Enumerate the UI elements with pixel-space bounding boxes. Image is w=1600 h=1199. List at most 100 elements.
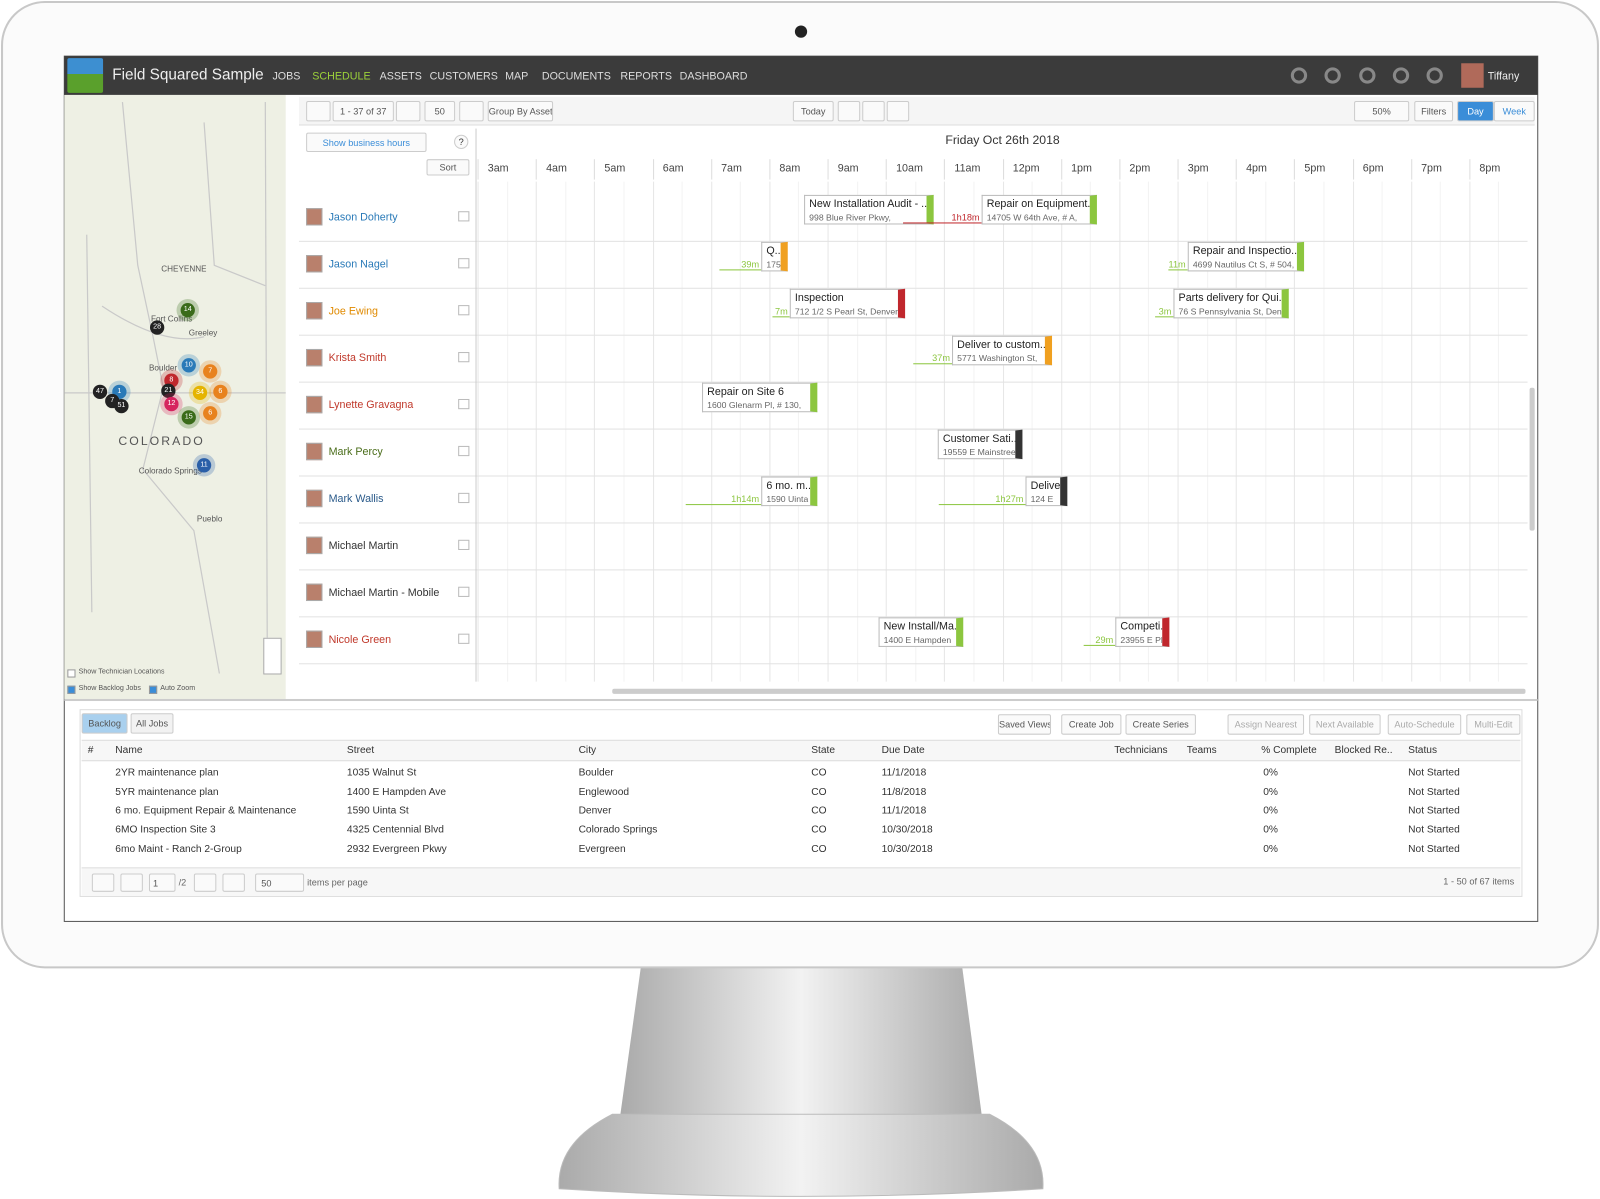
hour-label: 3am [477, 159, 536, 180]
filters[interactable]: Filters [1414, 101, 1454, 122]
job-address: 76 S Pennsylvania St, Den [1178, 306, 1282, 317]
half-line [915, 181, 917, 682]
page-input[interactable]: 1 [148, 873, 176, 892]
cell: Not Started [1408, 805, 1460, 817]
travel-time: 39m [741, 259, 760, 270]
zoom[interactable]: 50% [1354, 101, 1410, 122]
cell: 11/1/2018 [881, 805, 927, 817]
nav-link[interactable]: CUSTOMERS [429, 70, 498, 83]
range[interactable]: 1 - 37 of 37 [332, 101, 394, 122]
travel-line [1155, 316, 1174, 318]
column-header: Due Date [881, 744, 925, 757]
job-address: 23955 E Pl [1120, 634, 1163, 645]
job-title: Q.. [766, 244, 781, 258]
divider [64, 698, 1538, 702]
cell: 0% [1263, 824, 1279, 836]
hour-label: 8pm [1469, 159, 1527, 180]
pager-btn[interactable] [193, 873, 217, 892]
checkbox [148, 685, 158, 694]
tech-name: Lynette Gravagna [328, 398, 414, 412]
half-line [1031, 181, 1033, 682]
nav-link[interactable]: ASSETS [379, 70, 422, 83]
hour-line [652, 181, 654, 682]
settings-btn[interactable] [459, 101, 484, 122]
action[interactable]: Create Job [1061, 714, 1122, 735]
next-day[interactable] [886, 101, 910, 122]
stand-base [558, 1113, 1044, 1197]
pager-btn[interactable] [91, 873, 115, 892]
per-page-select[interactable]: 50 [255, 873, 305, 892]
tech-icon [458, 492, 470, 504]
half-line [623, 181, 625, 682]
hour-line [1235, 181, 1237, 682]
hour-line [477, 181, 479, 682]
pager-btn[interactable] [120, 873, 143, 892]
travel-time: 7m [774, 306, 788, 317]
travel-line [903, 222, 982, 224]
calendar[interactable] [862, 101, 885, 122]
tab[interactable]: All Jobs [130, 713, 174, 734]
job: Repair and Inspectio.. 4699 Nautilus Ct S… [1187, 241, 1305, 272]
prev-day[interactable] [837, 101, 861, 122]
map-cluster: 47 [92, 384, 108, 399]
map-place: Colorado Springs [138, 466, 202, 476]
half-line [1206, 181, 1208, 682]
camera [794, 25, 808, 38]
half-line [1440, 181, 1442, 682]
zoom-btn [263, 637, 282, 675]
sort[interactable]: Sort [426, 159, 470, 176]
half-line [1090, 181, 1092, 682]
travel-time: 11m [1168, 259, 1186, 270]
nav-link[interactable]: JOBS [272, 70, 301, 83]
cell: 0% [1263, 843, 1279, 855]
cell: 10/30/2018 [881, 824, 933, 836]
next-btn[interactable] [395, 101, 421, 122]
map-cluster: 34 [192, 385, 208, 400]
tech-icon [458, 445, 470, 457]
action[interactable]: Create Series [1125, 714, 1196, 735]
job-address: 712 1/2 S Pearl St, Denver [794, 306, 899, 317]
action[interactable]: Multi-Edit [1466, 714, 1521, 735]
hour-label: 6am [652, 159, 711, 180]
nav-link[interactable]: MAP [505, 70, 529, 83]
action[interactable]: Saved Views [997, 714, 1052, 735]
nav-link[interactable]: DASHBOARD [679, 70, 748, 83]
table-header [81, 739, 1521, 762]
tab[interactable]: Backlog [81, 713, 128, 734]
cell: 5YR maintenance plan [115, 786, 219, 798]
h-scroll [612, 688, 1526, 694]
action[interactable]: Assign Nearest [1227, 714, 1305, 735]
cell: CO [811, 786, 827, 798]
help[interactable]: ? [454, 134, 469, 149]
nav-link[interactable]: DOCUMENTS [541, 70, 611, 83]
tech-avatar [306, 442, 323, 461]
job-address: 1600 Glenarm Pl, # 130, [707, 399, 802, 411]
cell: 1590 Uinta St [346, 805, 409, 817]
column-header: Teams [1186, 744, 1217, 757]
group-by[interactable]: Group By Asset [487, 101, 554, 122]
action[interactable]: Auto-Schedule [1387, 714, 1462, 735]
business-hours[interactable]: Show business hours [306, 132, 427, 153]
cell: 11/1/2018 [881, 767, 927, 779]
map-cluster: 51 [114, 398, 129, 414]
row-line [298, 475, 1528, 477]
column-header: City [578, 744, 597, 757]
action[interactable]: Next Available [1309, 714, 1381, 735]
job-address: 5771 Washington St, [957, 353, 1038, 364]
travel-time: 3m [1158, 306, 1172, 317]
prev-btn[interactable] [306, 101, 331, 122]
view-day[interactable]: Day [1457, 101, 1494, 122]
job-title: Inspection [794, 291, 844, 305]
row-line [298, 334, 1528, 336]
nav-link[interactable]: REPORTS [620, 70, 673, 83]
checkbox [67, 669, 76, 678]
view-week[interactable]: Week [1493, 101, 1535, 122]
pager-btn[interactable] [222, 873, 245, 892]
today[interactable]: Today [792, 101, 834, 122]
map-cluster: 11 [196, 458, 212, 473]
page-size[interactable]: 50 [424, 101, 456, 122]
hour-line [1119, 181, 1121, 682]
nav-link[interactable]: SCHEDULE [312, 70, 371, 83]
tech-avatar [306, 302, 323, 320]
